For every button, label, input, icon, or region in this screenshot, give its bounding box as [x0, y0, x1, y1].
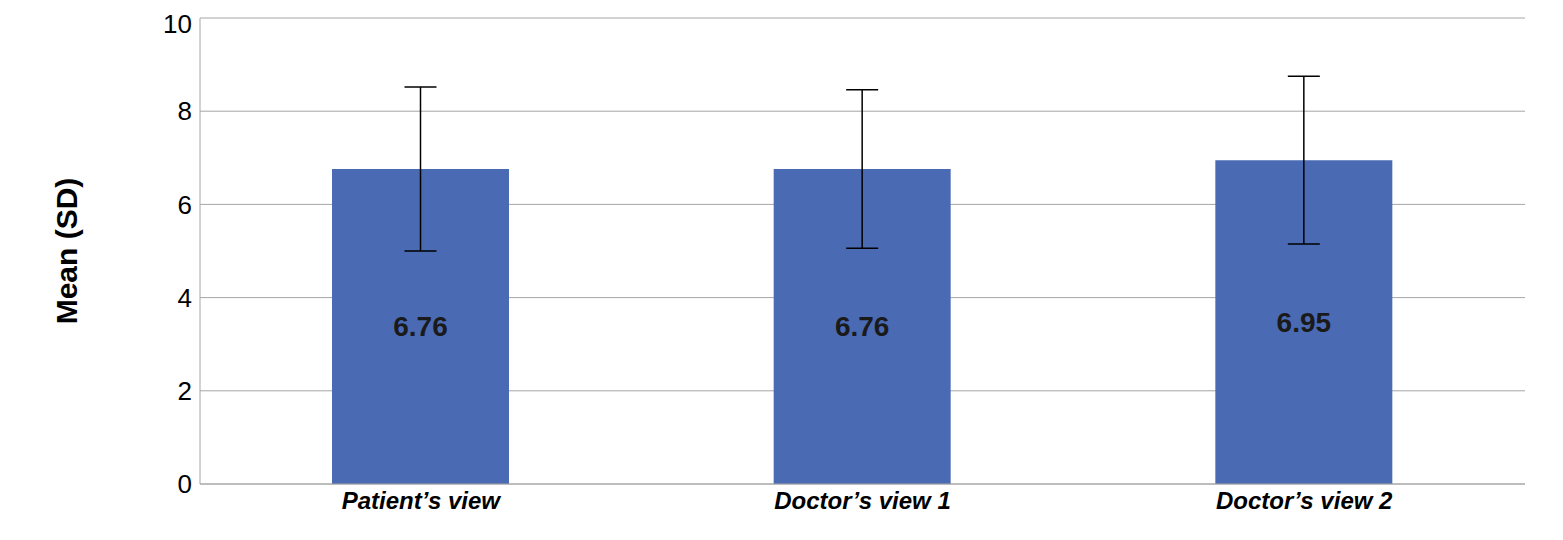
- svg-text:4: 4: [178, 283, 192, 313]
- svg-text:6: 6: [178, 190, 192, 220]
- svg-text:10: 10: [163, 9, 192, 39]
- svg-text:2: 2: [178, 376, 192, 406]
- svg-text:Doctor’s view 1: Doctor’s view 1: [774, 487, 951, 514]
- svg-text:6.95: 6.95: [1277, 307, 1332, 338]
- svg-text:6.76: 6.76: [835, 311, 890, 342]
- svg-text:Doctor’s view 2: Doctor’s view 2: [1216, 487, 1393, 514]
- svg-text:8: 8: [178, 96, 192, 126]
- svg-text:Mean (SD): Mean (SD): [50, 178, 83, 325]
- svg-text:0: 0: [178, 469, 192, 499]
- svg-text:Patient’s view: Patient’s view: [342, 487, 502, 514]
- svg-text:6.76: 6.76: [393, 311, 448, 342]
